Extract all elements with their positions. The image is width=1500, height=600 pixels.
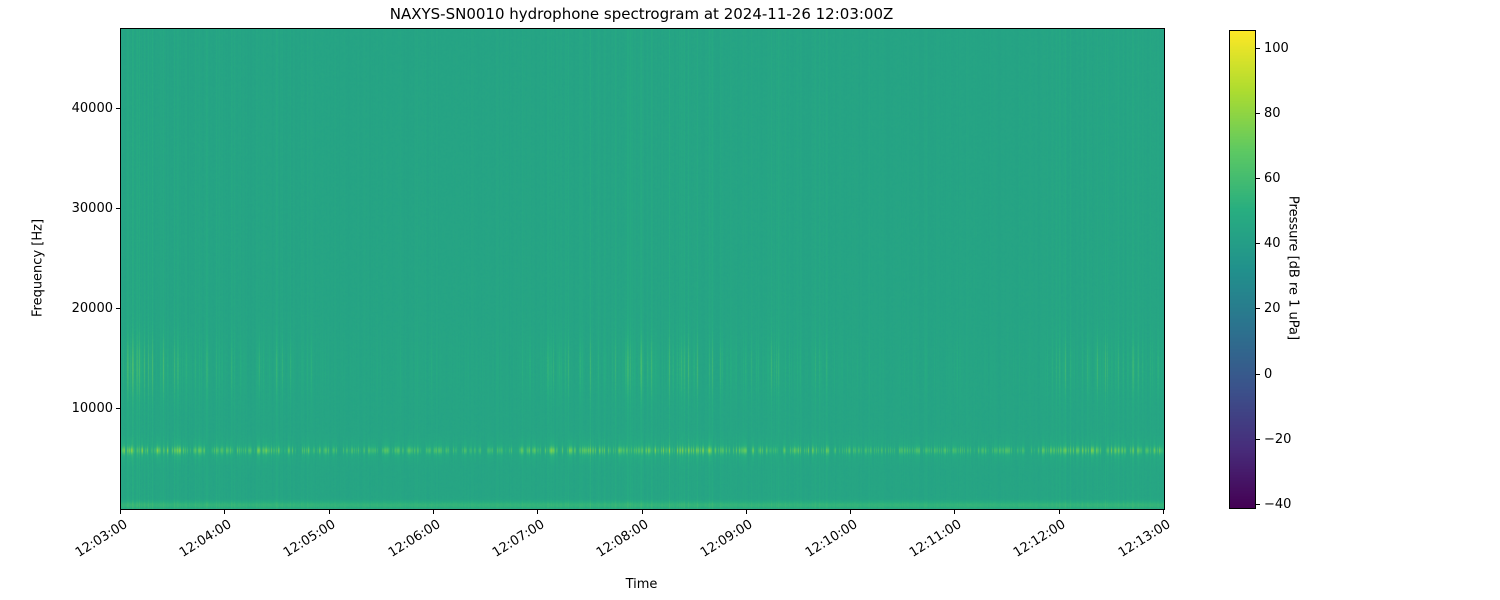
x-tick-label: 12:05:00	[281, 517, 339, 561]
x-tick-mark	[537, 510, 539, 514]
colorbar-tick-label: 0	[1264, 366, 1273, 382]
colorbar-tick-label: −40	[1264, 496, 1292, 512]
colorbar-tick-label: 60	[1264, 171, 1281, 187]
spectrogram-plot-area	[120, 28, 1165, 510]
colorbar-tick-mark	[1256, 243, 1260, 245]
y-tick-mark	[116, 408, 120, 409]
colorbar-tick-mark	[1256, 178, 1260, 180]
colorbar-tick-mark	[1256, 373, 1260, 375]
x-axis-label: Time	[625, 577, 658, 592]
y-tick-mark	[116, 308, 120, 309]
colorbar-tick-label: 20	[1264, 301, 1281, 317]
colorbar-tick-label: −20	[1264, 431, 1292, 447]
x-tick-label: 12:09:00	[698, 517, 756, 561]
colorbar	[1229, 30, 1256, 509]
colorbar-tick-mark	[1256, 113, 1260, 115]
x-tick-mark	[224, 510, 226, 514]
colorbar-tick-mark	[1256, 47, 1260, 49]
y-axis-label: Frequency [Hz]	[30, 218, 46, 318]
x-tick-label: 12:07:00	[489, 517, 548, 561]
y-tick-label: 30000	[71, 201, 113, 216]
x-tick-label: 12:04:00	[176, 517, 235, 561]
spectrogram-image	[121, 29, 1164, 509]
colorbar-tick-label: 100	[1264, 40, 1289, 56]
y-tick-label: 10000	[71, 401, 113, 416]
x-tick-mark	[328, 510, 330, 514]
y-tick-mark	[116, 108, 120, 109]
colorbar-tick-label: 80	[1264, 106, 1281, 122]
colorbar-tick-mark	[1256, 308, 1260, 310]
x-tick-mark	[745, 510, 747, 514]
chart-title: NAXYS-SN0010 hydrophone spectrogram at 2…	[389, 5, 894, 23]
x-tick-mark	[1163, 510, 1164, 514]
x-tick-label: 12:08:00	[593, 517, 652, 561]
x-tick-mark	[850, 510, 852, 514]
colorbar-label: Pressure [dB re 1 uPa]	[1285, 195, 1301, 341]
x-tick-label: 12:11:00	[906, 517, 965, 561]
x-tick-label: 12:13:00	[1115, 517, 1173, 561]
colorbar-tick-mark	[1256, 438, 1260, 440]
x-tick-label: 12:06:00	[385, 517, 443, 561]
x-tick-mark	[120, 510, 121, 514]
x-tick-label: 12:10:00	[802, 517, 861, 561]
x-tick-mark	[432, 510, 434, 514]
x-tick-label: 12:03:00	[72, 517, 130, 561]
y-tick-label: 40000	[71, 101, 113, 116]
y-tick-mark	[116, 208, 120, 209]
x-tick-mark	[641, 510, 643, 514]
x-tick-mark	[1058, 510, 1060, 514]
x-tick-label: 12:12:00	[1011, 517, 1069, 561]
colorbar-tick-mark	[1256, 503, 1260, 505]
colorbar-gradient	[1230, 31, 1255, 508]
colorbar-tick-label: 40	[1264, 236, 1281, 252]
y-tick-label: 20000	[71, 301, 113, 316]
x-tick-mark	[954, 510, 956, 514]
